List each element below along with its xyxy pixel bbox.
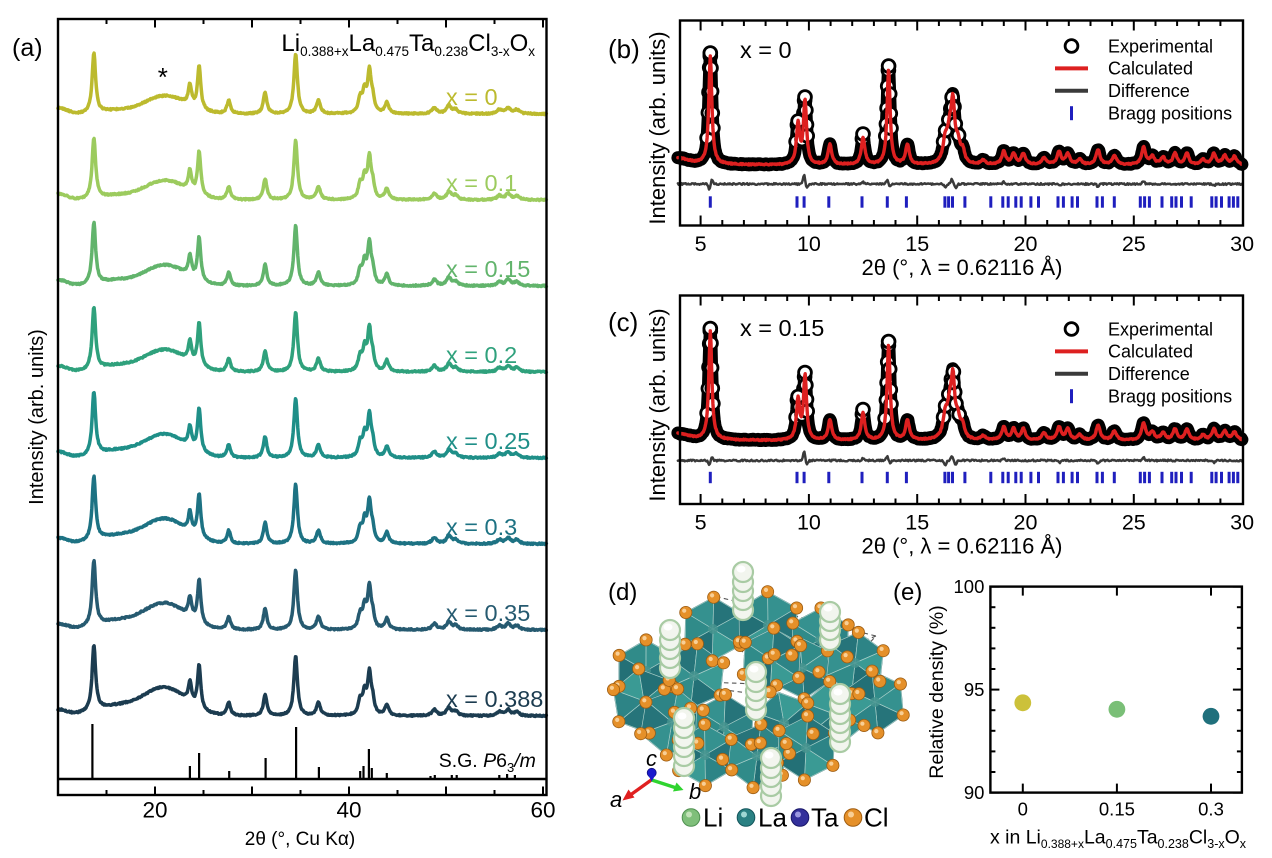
svg-text:2θ (°, λ = 0.62116 Å): 2θ (°, λ = 0.62116 Å) bbox=[861, 255, 1062, 280]
svg-text:2θ (°, λ = 0.62116 Å): 2θ (°, λ = 0.62116 Å) bbox=[861, 534, 1062, 559]
svg-text:Experimental: Experimental bbox=[1108, 36, 1213, 56]
svg-text:20: 20 bbox=[1014, 511, 1038, 535]
svg-text:x = 0: x = 0 bbox=[446, 84, 498, 110]
svg-text:Bragg positions: Bragg positions bbox=[1108, 104, 1232, 124]
svg-text:5: 5 bbox=[695, 511, 707, 535]
svg-text:x = 0: x = 0 bbox=[740, 37, 792, 63]
svg-text:(b): (b) bbox=[608, 34, 640, 64]
svg-text:Cl: Cl bbox=[864, 803, 889, 833]
svg-text:20: 20 bbox=[142, 798, 167, 823]
svg-text:Ta: Ta bbox=[811, 803, 839, 833]
svg-text:Li: Li bbox=[703, 803, 723, 833]
svg-text:2θ (°, Cu Kα): 2θ (°, Cu Kα) bbox=[245, 829, 355, 850]
svg-text:15: 15 bbox=[905, 511, 929, 535]
svg-text:Difference: Difference bbox=[1108, 81, 1190, 101]
svg-text:x = 0.15: x = 0.15 bbox=[740, 315, 824, 341]
svg-text:b: b bbox=[689, 779, 701, 804]
svg-text:(d): (d) bbox=[608, 579, 637, 606]
svg-text:S.G. P63/m: S.G. P63/m bbox=[439, 750, 536, 775]
svg-text:60: 60 bbox=[530, 798, 555, 823]
svg-text:(a): (a) bbox=[12, 34, 43, 62]
svg-text:15: 15 bbox=[905, 232, 929, 256]
svg-text:Intensity (arb. units): Intensity (arb. units) bbox=[645, 31, 670, 224]
svg-text:Calculated: Calculated bbox=[1108, 342, 1193, 362]
svg-text:100: 100 bbox=[954, 576, 985, 597]
svg-text:Experimental: Experimental bbox=[1108, 319, 1213, 339]
svg-text:10: 10 bbox=[797, 511, 821, 535]
svg-text:x = 0.388: x = 0.388 bbox=[446, 686, 543, 712]
svg-text:Difference: Difference bbox=[1108, 364, 1190, 384]
svg-text:a: a bbox=[610, 787, 622, 812]
svg-text:Intensity (arb. units): Intensity (arb. units) bbox=[26, 329, 48, 505]
svg-text:x = 0.15: x = 0.15 bbox=[446, 256, 530, 282]
svg-text:5: 5 bbox=[695, 232, 707, 256]
svg-text:*: * bbox=[158, 62, 168, 92]
svg-text:x = 0.2: x = 0.2 bbox=[446, 342, 517, 368]
svg-text:Relative density (%): Relative density (%) bbox=[926, 605, 948, 778]
svg-text:95: 95 bbox=[964, 679, 985, 700]
svg-text:x = 0.1: x = 0.1 bbox=[446, 170, 517, 196]
svg-text:0.3: 0.3 bbox=[1198, 799, 1224, 820]
svg-text:Bragg positions: Bragg positions bbox=[1108, 387, 1232, 407]
svg-text:La: La bbox=[758, 803, 787, 833]
svg-text:(c): (c) bbox=[608, 307, 638, 337]
svg-text:(e): (e) bbox=[893, 579, 922, 606]
svg-text:x = 0.3: x = 0.3 bbox=[446, 514, 517, 540]
svg-text:x = 0.25: x = 0.25 bbox=[446, 428, 530, 454]
svg-text:90: 90 bbox=[964, 782, 985, 803]
svg-text:25: 25 bbox=[1122, 511, 1146, 535]
svg-text:25: 25 bbox=[1122, 232, 1146, 256]
svg-text:0: 0 bbox=[1018, 799, 1028, 820]
svg-text:30: 30 bbox=[1230, 511, 1254, 535]
svg-text:c: c bbox=[646, 746, 657, 771]
svg-text:Calculated: Calculated bbox=[1108, 59, 1193, 79]
svg-text:20: 20 bbox=[1014, 232, 1038, 256]
svg-text:x = 0.35: x = 0.35 bbox=[446, 600, 530, 626]
svg-text:40: 40 bbox=[336, 798, 361, 823]
svg-text:Intensity (arb. units): Intensity (arb. units) bbox=[645, 308, 670, 501]
svg-text:30: 30 bbox=[1230, 232, 1254, 256]
svg-text:10: 10 bbox=[797, 232, 821, 256]
svg-text:0.15: 0.15 bbox=[1099, 799, 1135, 820]
